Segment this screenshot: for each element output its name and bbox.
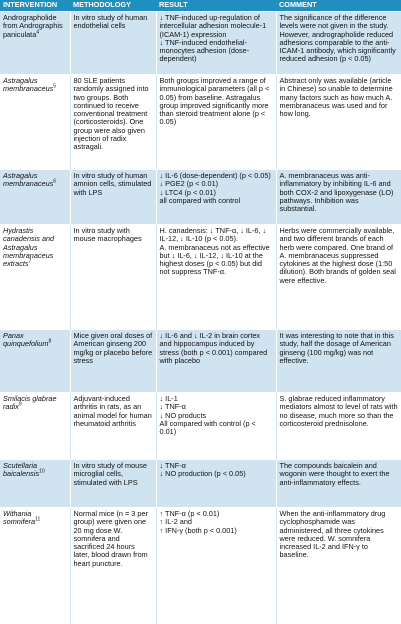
comment-text: It was interesting to note that in this … [279, 331, 394, 365]
table-row: Andrographolide from Andrographis panicu… [0, 11, 401, 75]
comment-cell: S. glabrae reduced inflammatory mediator… [276, 392, 401, 460]
intervention-cell: Smilacis glabrae radix9 [0, 392, 71, 460]
intervention-name: Smilacis glabrae radix [3, 394, 57, 412]
result-text: All compared with control (p < 0.01) [159, 418, 256, 437]
reference-number: 7 [28, 258, 32, 265]
comment-text: A. membranaceus was anti-inflammatory by… [279, 171, 394, 214]
comment-cell: Herbs were commercially available, and t… [276, 224, 401, 330]
methodology-cell: In vitro study with mouse macrophages [70, 224, 157, 330]
methodology-text: In vitro study with mouse macrophages [73, 226, 142, 244]
result-text: ↓ IL-6 (dose-dependent) (p < 0.05) [159, 171, 271, 180]
table-row: Astragalus membranaceus5 80 SLE patients … [0, 74, 401, 170]
result-text: ↓ TNF-α [159, 461, 186, 470]
methodology-cell: Normal mice (n = 3 per group) were given… [70, 507, 157, 624]
methodology-text: Adjuvant-induced arthritis in rats, as a… [73, 394, 152, 428]
result-cell: ↓ IL-6 and ↓ IL-2 in brain cortex and hi… [156, 329, 277, 393]
result-text: ↓ TNF-induced endothelial-monocytes adhe… [159, 37, 250, 64]
comment-cell: The compounds baicalein and wogonin were… [276, 459, 401, 508]
result-text: ↓ NO production (p < 0.05) [159, 469, 246, 479]
result-cell: ↓ TNF-induced up-regulation of intercell… [156, 11, 277, 75]
intervention-cell: Astragalus membranaceus5 [0, 74, 71, 170]
methodology-cell: In vitro study of human endothelial cell… [70, 11, 157, 75]
header-row: INTERVENTION METHODOLOGY RESULT COMMENT [0, 0, 401, 12]
reference-number: 6 [53, 178, 57, 185]
methodology-text: Normal mice (n = 3 per group) were given… [73, 509, 148, 568]
methodology-cell: Adjuvant-induced arthritis in rats, as a… [70, 392, 157, 460]
reference-number: 9 [18, 401, 22, 408]
intervention-cell: Panax quinquefolium8 [0, 329, 71, 393]
comment-cell: A. membranaceus was anti-inflammatory by… [276, 169, 401, 225]
result-text: ↓ IL-6 and ↓ IL-2 in brain cortex and hi… [159, 331, 268, 365]
intervention-name: Astragalus membranaceus [3, 76, 54, 94]
header-cell: METHODOLOGY [70, 0, 156, 12]
table-row: Panax quinquefolium8 Mice given oral dose… [0, 329, 401, 393]
result-cell: ↓ TNF-α ↓ NO production (p < 0.05) [156, 459, 277, 508]
comment-cell: It was interesting to note that in this … [276, 329, 401, 393]
methodology-cell: In vitro study of human amnion cells, st… [70, 169, 157, 225]
intervention-name: Scutellaria baicalensis [3, 461, 40, 479]
comment-text: Abstract only was available (article in … [279, 76, 393, 119]
intervention-cell: Scutellaria baicalensis10 [0, 459, 71, 508]
result-cell: ↑ TNF-α (p < 0.01) ↑ IL-2 and ↑ IFN-γ (bot… [156, 507, 277, 624]
intervention-cell: Withania somnifera11 [0, 507, 71, 624]
result-cell: H. canadensis: ↓ TNF-α, ↓ IL-6, ↓ IL-12,… [156, 224, 277, 330]
intervention-name: Hydrastis canadensis and Astragalus memb… [3, 226, 55, 269]
result-text: ↓ TNF-α [159, 402, 186, 412]
comment-text: S. glabrae reduced inflammatory mediator… [279, 394, 398, 428]
intervention-name: Astragalus membranaceus [3, 171, 54, 189]
table-row: Astragalus membranaceus6 In vitro study o… [0, 169, 401, 225]
comment-cell: When the anti-inflammatory drug cyclopho… [276, 507, 401, 624]
result-text: ↑ IL-2 and [159, 517, 192, 527]
result-text: ↓ NO products [159, 410, 207, 420]
result-text: ↓ PGE2 (p < 0.01) [159, 179, 219, 189]
table-row: Hydrastis canadensis and Astragalus memb… [0, 224, 401, 330]
intervention-cell: Andrographolide from Andrographis panicu… [0, 11, 71, 75]
intervention-name: Withania somnifera [3, 509, 36, 527]
header-cell: INTERVENTION [0, 0, 70, 12]
methodology-cell: 80 SLE patients randomly assigned into t… [70, 74, 157, 170]
result-text: A. membranaceus not as effective but ↓ I… [159, 242, 270, 277]
intervention-name: Panax quinquefolium [3, 331, 49, 349]
comment-text: When the anti-inflammatory drug cyclopho… [279, 509, 386, 560]
result-text: ↓ IL-1 [159, 394, 178, 403]
result-text: ↓ TNF-induced up-regulation of intercell… [159, 13, 267, 39]
table-row: Scutellaria baicalensis10 In vitro study … [0, 459, 401, 508]
methodology-cell: Mice given oral doses of American ginsen… [70, 329, 157, 393]
methodology-text: In vitro study of mouse microglial cells… [73, 461, 147, 487]
result-text: ↑ IFN-γ (both p < 0.001) [159, 525, 237, 535]
result-cell: ↓ IL-1 ↓ TNF-α ↓ NO products All compared w… [156, 392, 277, 460]
reference-number: 11 [35, 516, 41, 523]
header-cell: COMMENT [276, 0, 401, 12]
comment-text: The significance of the difference level… [279, 13, 396, 64]
intervention-name: Andrographolide from Andrographis panicu… [3, 13, 63, 39]
header-cell: RESULT [156, 0, 276, 12]
methodology-text: In vitro study of human endothelial cell… [73, 13, 148, 31]
methodology-text: In vitro study of human amnion cells, st… [73, 171, 152, 197]
result-text: Both groups improved a range of immunolo… [159, 76, 270, 127]
result-text: ↓ LTC4 (p < 0.01) [159, 187, 216, 197]
result-text: H. canadensis: ↓ TNF-α, ↓ IL-6, ↓ IL-12,… [159, 226, 267, 244]
result-text: all compared with control [159, 195, 241, 205]
table-row: Withania somnifera11 Normal mice (n = 3 p… [0, 507, 401, 624]
methodology-text: 80 SLE patients randomly assigned into t… [73, 76, 149, 152]
result-text: ↑ TNF-α (p < 0.01) [159, 509, 220, 518]
table-row: Smilacis glabrae radix9 Adjuvant-induced … [0, 392, 401, 460]
intervention-cell: Astragalus membranaceus6 [0, 169, 71, 225]
result-cell: ↓ IL-6 (dose-dependent) (p < 0.05) ↓ PGE2… [156, 169, 277, 225]
result-cell: Both groups improved a range of immunolo… [156, 74, 277, 170]
intervention-cell: Hydrastis canadensis and Astragalus memb… [0, 224, 71, 330]
reference-number: 8 [48, 338, 52, 345]
comment-cell: Abstract only was available (article in … [276, 74, 401, 170]
comment-cell: The significance of the difference level… [276, 11, 401, 75]
methodology-text: Mice given oral doses of American ginsen… [73, 331, 153, 365]
reference-number: 10 [39, 468, 45, 475]
reference-number: 4 [36, 29, 40, 36]
comment-text: Herbs were commercially available, and t… [279, 226, 396, 285]
reference-number: 5 [53, 83, 57, 90]
comment-text: The compounds baicalein and wogonin were… [279, 461, 390, 487]
table-body: Andrographolide from Andrographis panicu… [0, 11, 401, 624]
methodology-cell: In vitro study of mouse microglial cells… [70, 459, 157, 508]
